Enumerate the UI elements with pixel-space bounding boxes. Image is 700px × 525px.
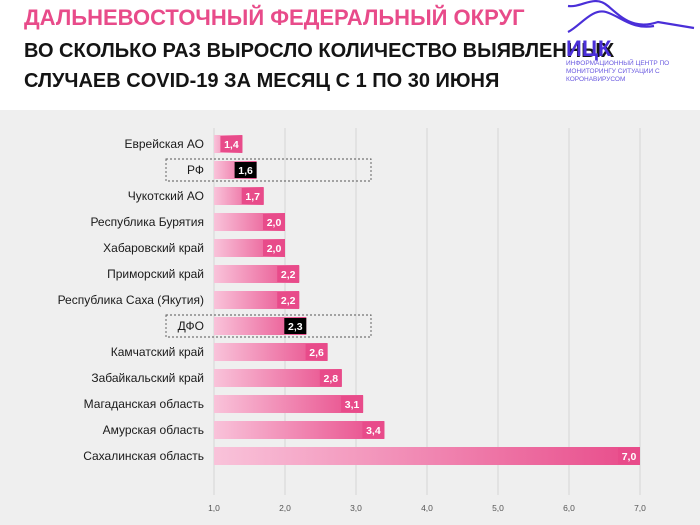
value-label-bg xyxy=(263,240,285,256)
header: ДАЛЬНЕВОСТОЧНЫЙ ФЕДЕРАЛЬНЫЙ ОКРУГ ВО СКО… xyxy=(0,0,700,110)
category-label: ДФО xyxy=(178,319,204,333)
bar xyxy=(214,317,307,335)
category-label: Камчатский край xyxy=(111,345,204,359)
value-label-bg xyxy=(362,422,385,438)
value-label-bg xyxy=(277,292,300,308)
chart-subtitle-line-2: СЛУЧАЕВ COVID-19 ЗА МЕСЯЦ С 1 ПО 30 ИЮНЯ xyxy=(24,70,500,92)
value-label-bg xyxy=(284,318,307,334)
category-label: Еврейская АО xyxy=(124,137,204,151)
highlight-box xyxy=(165,314,372,338)
value-label: 3,4 xyxy=(366,425,381,437)
category-label: Сахалинская область xyxy=(83,449,204,463)
value-label-bg xyxy=(241,188,264,204)
category-label: Магаданская область xyxy=(84,397,204,411)
category-label: Хабаровский край xyxy=(103,241,204,255)
x-tick-label: 4,0 xyxy=(421,503,433,513)
value-label-bg xyxy=(341,396,364,412)
category-label: Приморский край xyxy=(107,267,204,281)
x-tick-label: 1,0 xyxy=(208,503,220,513)
bar xyxy=(214,447,640,465)
category-label: Амурская область xyxy=(103,423,204,437)
category-label: Забайкальский край xyxy=(91,371,204,385)
bar xyxy=(214,369,342,387)
value-label: 7,0 xyxy=(622,451,637,463)
bar xyxy=(214,421,385,439)
logo-subtitle: ИНФОРМАЦИОННЫЙ ЦЕНТР ПО МОНИТОРИНГУ СИТУ… xyxy=(566,60,670,83)
bar xyxy=(214,343,328,361)
value-label-bg xyxy=(234,162,257,178)
value-label-bg xyxy=(319,370,342,386)
x-tick-label: 3,0 xyxy=(350,503,362,513)
x-tick-label: 5,0 xyxy=(492,503,504,513)
x-tick-label: 2,0 xyxy=(279,503,291,513)
category-label: Республика Саха (Якутия) xyxy=(58,293,204,307)
value-label-bg xyxy=(263,214,285,230)
value-label: 2,0 xyxy=(267,243,282,255)
chart-subtitle-line-1: ВО СКОЛЬКО РАЗ ВЫРОСЛО КОЛИЧЕСТВО ВЫЯВЛЕ… xyxy=(24,40,615,62)
value-label-bg xyxy=(277,266,300,282)
value-label: 3,1 xyxy=(345,399,360,411)
category-label: РФ xyxy=(187,163,204,177)
value-label: 2,2 xyxy=(281,269,296,281)
bar xyxy=(214,395,364,413)
page-title: ДАЛЬНЕВОСТОЧНЫЙ ФЕДЕРАЛЬНЫЙ ОКРУГ xyxy=(24,5,525,30)
value-label: 1,6 xyxy=(238,165,253,177)
x-tick-label: 6,0 xyxy=(563,503,575,513)
value-label-bg xyxy=(305,344,328,360)
value-label: 2,6 xyxy=(309,347,324,359)
value-label: 2,2 xyxy=(281,295,296,307)
category-label: Чукотский АО xyxy=(128,189,204,203)
value-label: 2,0 xyxy=(267,217,282,229)
logo-icon xyxy=(567,0,695,33)
value-label: 2,8 xyxy=(323,373,338,385)
category-label: Республика Бурятия xyxy=(90,215,204,229)
highlight-box xyxy=(165,158,372,182)
bar-chart: 1,0 2,0 3,0 4,0 5,0 6,0 7,0 Еврейская АО 1,4 РФ 1,… xyxy=(58,128,646,513)
value-label-bg xyxy=(618,448,640,464)
value-label: 2,3 xyxy=(288,321,303,333)
value-label: 1,4 xyxy=(224,139,239,151)
logo-name: ИЦК xyxy=(566,36,612,61)
x-tick-label: 7,0 xyxy=(634,503,646,513)
value-label: 1,7 xyxy=(245,191,260,203)
value-label-bg xyxy=(220,136,243,152)
